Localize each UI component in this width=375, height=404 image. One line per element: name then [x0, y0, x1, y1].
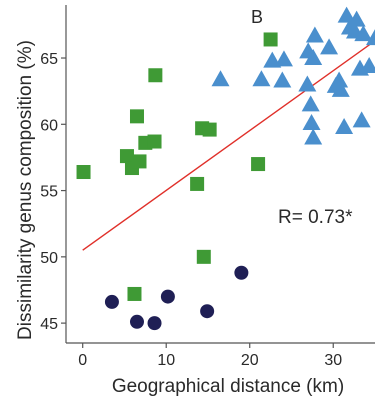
triangle-point	[354, 25, 373, 42]
x-tick-label: 30	[324, 352, 342, 369]
circle-point	[147, 316, 162, 331]
y-tick-label: 45	[40, 316, 58, 333]
triangle-point	[304, 49, 323, 66]
triangle-point	[335, 117, 354, 134]
triangle-point	[305, 26, 324, 43]
square-point	[251, 157, 266, 172]
square-point	[129, 109, 144, 124]
circle-point	[129, 314, 144, 329]
y-tick-label: 55	[40, 184, 58, 201]
square-point	[132, 154, 147, 169]
x-tick-label: 20	[241, 352, 259, 369]
y-axis-title: Dissimilarity genus composition (%)	[15, 40, 36, 340]
triangle-point	[304, 128, 323, 145]
square-point	[263, 32, 278, 47]
circle-point	[200, 304, 215, 319]
square-point	[190, 176, 205, 191]
correlation-annotation: R= 0.73*	[278, 207, 353, 228]
triangle-point	[298, 75, 317, 92]
triangle-point	[360, 56, 375, 73]
y-tick-label: 65	[40, 51, 58, 68]
triangle-point	[330, 71, 349, 88]
triangle-point	[352, 111, 371, 128]
circle-point	[234, 265, 249, 280]
triangle-point	[366, 29, 375, 46]
square-point	[147, 134, 162, 149]
square-point	[127, 286, 142, 301]
x-tick-label: 0	[78, 352, 87, 369]
trend-line	[82, 40, 375, 251]
square-point	[76, 165, 91, 180]
triangle-point	[274, 50, 293, 67]
triangle-point	[331, 80, 350, 97]
triangle-point	[301, 95, 320, 112]
y-tick-label: 60	[40, 117, 58, 134]
square-point	[119, 149, 134, 164]
plot-area	[76, 6, 375, 331]
triangle-point	[337, 6, 356, 23]
triangle-point	[347, 10, 366, 27]
x-tick-label: 10	[157, 352, 175, 369]
triangle-point	[211, 70, 230, 87]
square-point	[196, 249, 211, 264]
triangle-point	[273, 71, 292, 88]
circle-point	[160, 289, 175, 304]
x-axis-title: Geographical distance (km)	[112, 376, 344, 397]
panel-label: B	[251, 7, 263, 27]
y-tick-label: 50	[40, 250, 58, 267]
axes: 45 50 55 60 65 0 10 20 30	[40, 5, 375, 369]
square-point	[202, 122, 217, 137]
triangle-point	[252, 70, 271, 87]
triangle-point	[320, 38, 339, 55]
triangle-point	[302, 113, 321, 130]
square-point	[148, 68, 163, 83]
circle-point	[104, 294, 119, 309]
